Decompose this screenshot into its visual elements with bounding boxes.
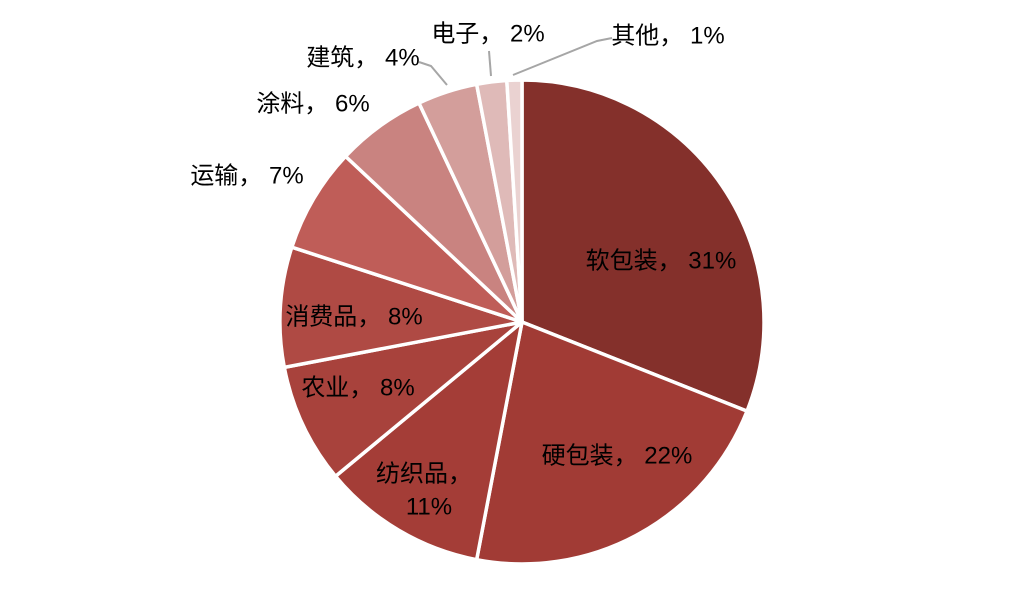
pie-slice-textiles (333, 320, 524, 562)
slice-label-electronics: 电子， 2% (431, 21, 544, 48)
slice-label-consumer-goods: 消费品， 8% (285, 304, 422, 331)
pie-slice-consumer-goods (278, 245, 524, 370)
pie-slice-transportation (290, 154, 524, 324)
slice-label-transportation: 运输， 7% (190, 163, 303, 190)
slice-label-textiles-line1: 纺织品， (376, 461, 472, 488)
slice-label-construction: 建筑， 4% (306, 45, 419, 72)
pie-slice-agriculture (282, 320, 524, 479)
slice-label-agriculture: 农业， 8% (301, 375, 414, 402)
slice-label-coatings: 涂料， 6% (256, 91, 369, 118)
pie-slice-others (505, 78, 524, 324)
leader-line-others (512, 37, 613, 76)
leader-line-construction (418, 61, 448, 86)
slice-label-textiles-line2: 11% (406, 494, 452, 521)
slice-label-rigid-packaging: 硬包装， 22% (542, 443, 693, 470)
slice-label-soft-packaging: 软包装， 31% (586, 248, 737, 275)
slice-label-others: 其他， 1% (611, 23, 724, 50)
leader-line-electronics (488, 50, 492, 77)
pie-slice-soft-packaging (520, 78, 766, 413)
pie-slice-rigid-packaging (474, 320, 749, 566)
